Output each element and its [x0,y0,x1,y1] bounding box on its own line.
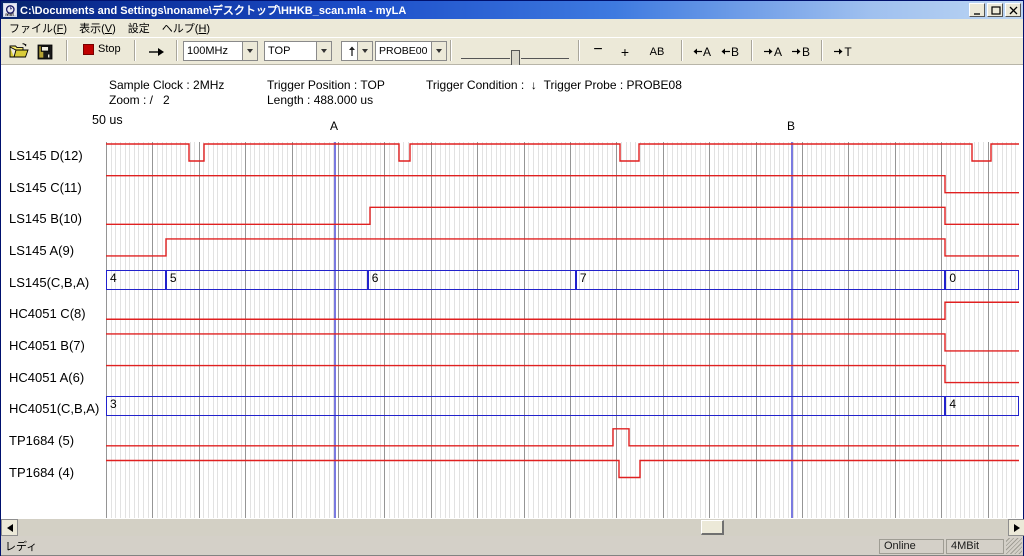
svg-text:myLA: myLA [5,13,17,18]
